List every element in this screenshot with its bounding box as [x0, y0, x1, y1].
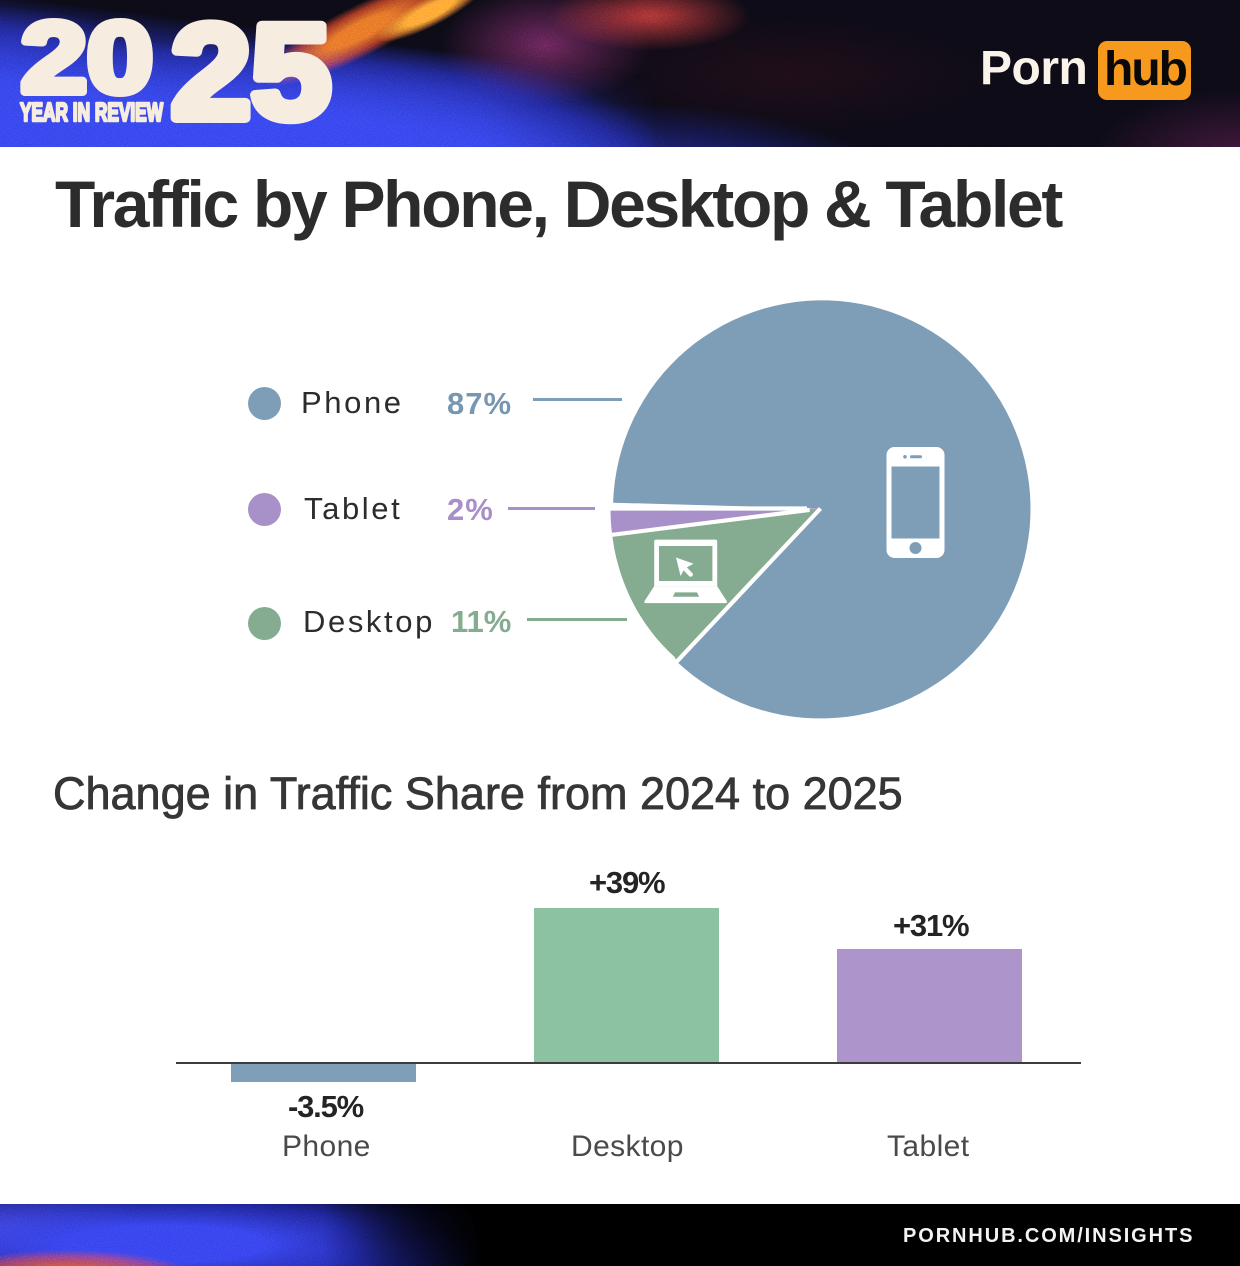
svg-text:20: 20	[21, 2, 153, 114]
svg-text:YEAR IN REVIEW: YEAR IN REVIEW	[20, 97, 163, 127]
svg-text:25: 25	[171, 0, 331, 147]
